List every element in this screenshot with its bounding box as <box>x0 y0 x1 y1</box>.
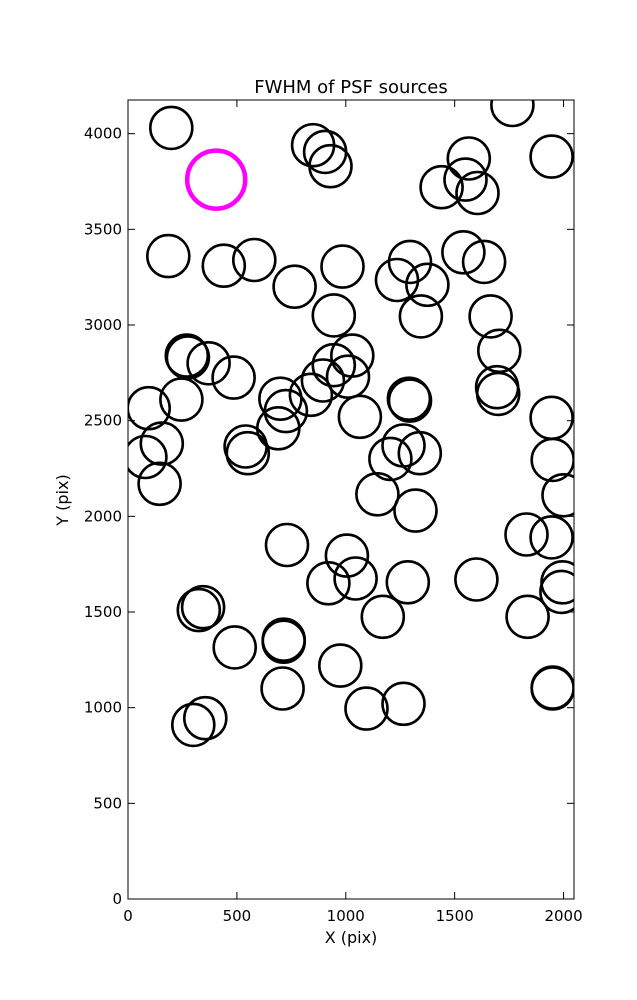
psf-source-point <box>454 557 499 602</box>
psf-source-point <box>529 134 574 179</box>
psf-source-point <box>419 164 464 210</box>
psf-source-point <box>455 170 500 216</box>
psf-source-point <box>272 264 317 310</box>
psf-source-point <box>504 512 549 557</box>
psf-source-point <box>385 559 431 605</box>
y-tick-label: 1500 <box>84 603 122 621</box>
psf-source-point <box>261 619 307 665</box>
psf-source-point <box>446 136 492 181</box>
psf-source-point <box>360 594 406 640</box>
psf-source-point <box>320 244 365 289</box>
psf-source-point <box>300 358 346 403</box>
psf-source-point <box>505 594 550 640</box>
psf-source-point <box>180 584 226 630</box>
psf-source-point <box>149 105 194 151</box>
psf-source-point <box>468 294 513 339</box>
psf-source-point <box>540 560 574 605</box>
psf-source-point <box>387 239 433 285</box>
psf-source-point <box>324 533 370 578</box>
x-tick-label: 0 <box>123 907 133 925</box>
psf-source-point <box>128 385 171 431</box>
psf-source-point <box>405 262 450 308</box>
highlight-source-point <box>184 148 248 211</box>
psf-source-point <box>186 340 231 386</box>
plot-frame <box>127 99 575 900</box>
psf-source-point <box>529 395 574 441</box>
psf-source-point <box>475 371 521 417</box>
psf-source-point <box>264 522 310 568</box>
psf-source-point <box>139 421 185 466</box>
psf-source-point <box>183 695 228 741</box>
x-tick-label: 1500 <box>436 907 474 925</box>
psf-source-point <box>176 587 222 633</box>
psf-source-point <box>306 560 351 606</box>
psf-source-point <box>461 239 507 285</box>
psf-source-point <box>311 293 357 338</box>
psf-source-point <box>387 378 433 423</box>
x-axis-label: X (pix) <box>325 928 378 947</box>
psf-source-point <box>211 355 256 400</box>
x-tick-label: 1000 <box>327 907 365 925</box>
psf-source-point <box>137 461 182 507</box>
y-tick-label: 4000 <box>84 125 122 143</box>
x-tick-label: 500 <box>223 907 252 925</box>
psf-source-point <box>232 237 277 283</box>
y-tick-label: 500 <box>93 794 122 812</box>
psf-source-point <box>398 294 444 339</box>
psf-source-point <box>490 100 535 128</box>
y-tick-label: 1000 <box>84 699 122 717</box>
psf-source-point <box>393 488 438 533</box>
psf-source-point <box>355 471 400 517</box>
psf-source-point <box>337 394 383 440</box>
axis-ticks: 0 500 1000 1500 2000 0 500 1000 1500 2000 2500 3000… <box>84 100 583 925</box>
psf-source-point <box>368 436 413 482</box>
psf-source-point <box>255 405 301 451</box>
psf-source-point <box>443 157 488 202</box>
psf-source-point <box>201 243 247 289</box>
psf-source-point <box>329 333 375 378</box>
psf-source-point <box>260 666 305 711</box>
psf-source-point <box>539 569 574 615</box>
psf-source-point <box>333 556 378 601</box>
psf-source-point <box>541 473 574 518</box>
psf-source-point <box>212 625 257 670</box>
psf-source-point <box>397 430 443 476</box>
x-tick-label: 2000 <box>544 907 582 925</box>
psf-source-point <box>325 354 371 400</box>
psf-source-point <box>381 423 426 468</box>
psf-source-point <box>529 515 574 560</box>
y-tick-label: 3500 <box>84 220 122 238</box>
psf-source-point <box>225 430 271 476</box>
psf-source-point <box>308 143 353 189</box>
psf-source-point <box>344 686 389 731</box>
psf-source-point <box>441 230 486 275</box>
psf-source-point <box>159 377 204 422</box>
plot-area <box>128 100 574 748</box>
y-tick-label: 2500 <box>84 412 122 430</box>
y-tick-label: 0 <box>112 890 122 908</box>
psf-source-point <box>146 233 191 279</box>
psf-source-point <box>128 434 168 480</box>
psf-source-point <box>317 643 363 688</box>
y-tick-label: 2000 <box>84 507 122 525</box>
psf-source-point <box>381 681 426 727</box>
psf-source-point <box>263 388 309 434</box>
psf-source-point <box>530 666 574 711</box>
y-axis-label: Y (pix) <box>53 474 72 526</box>
psf-source-point <box>171 702 216 748</box>
psf-source-point <box>288 372 334 418</box>
chart-title: FWHM of PSF sources <box>254 77 448 98</box>
y-tick-label: 3000 <box>84 316 122 334</box>
